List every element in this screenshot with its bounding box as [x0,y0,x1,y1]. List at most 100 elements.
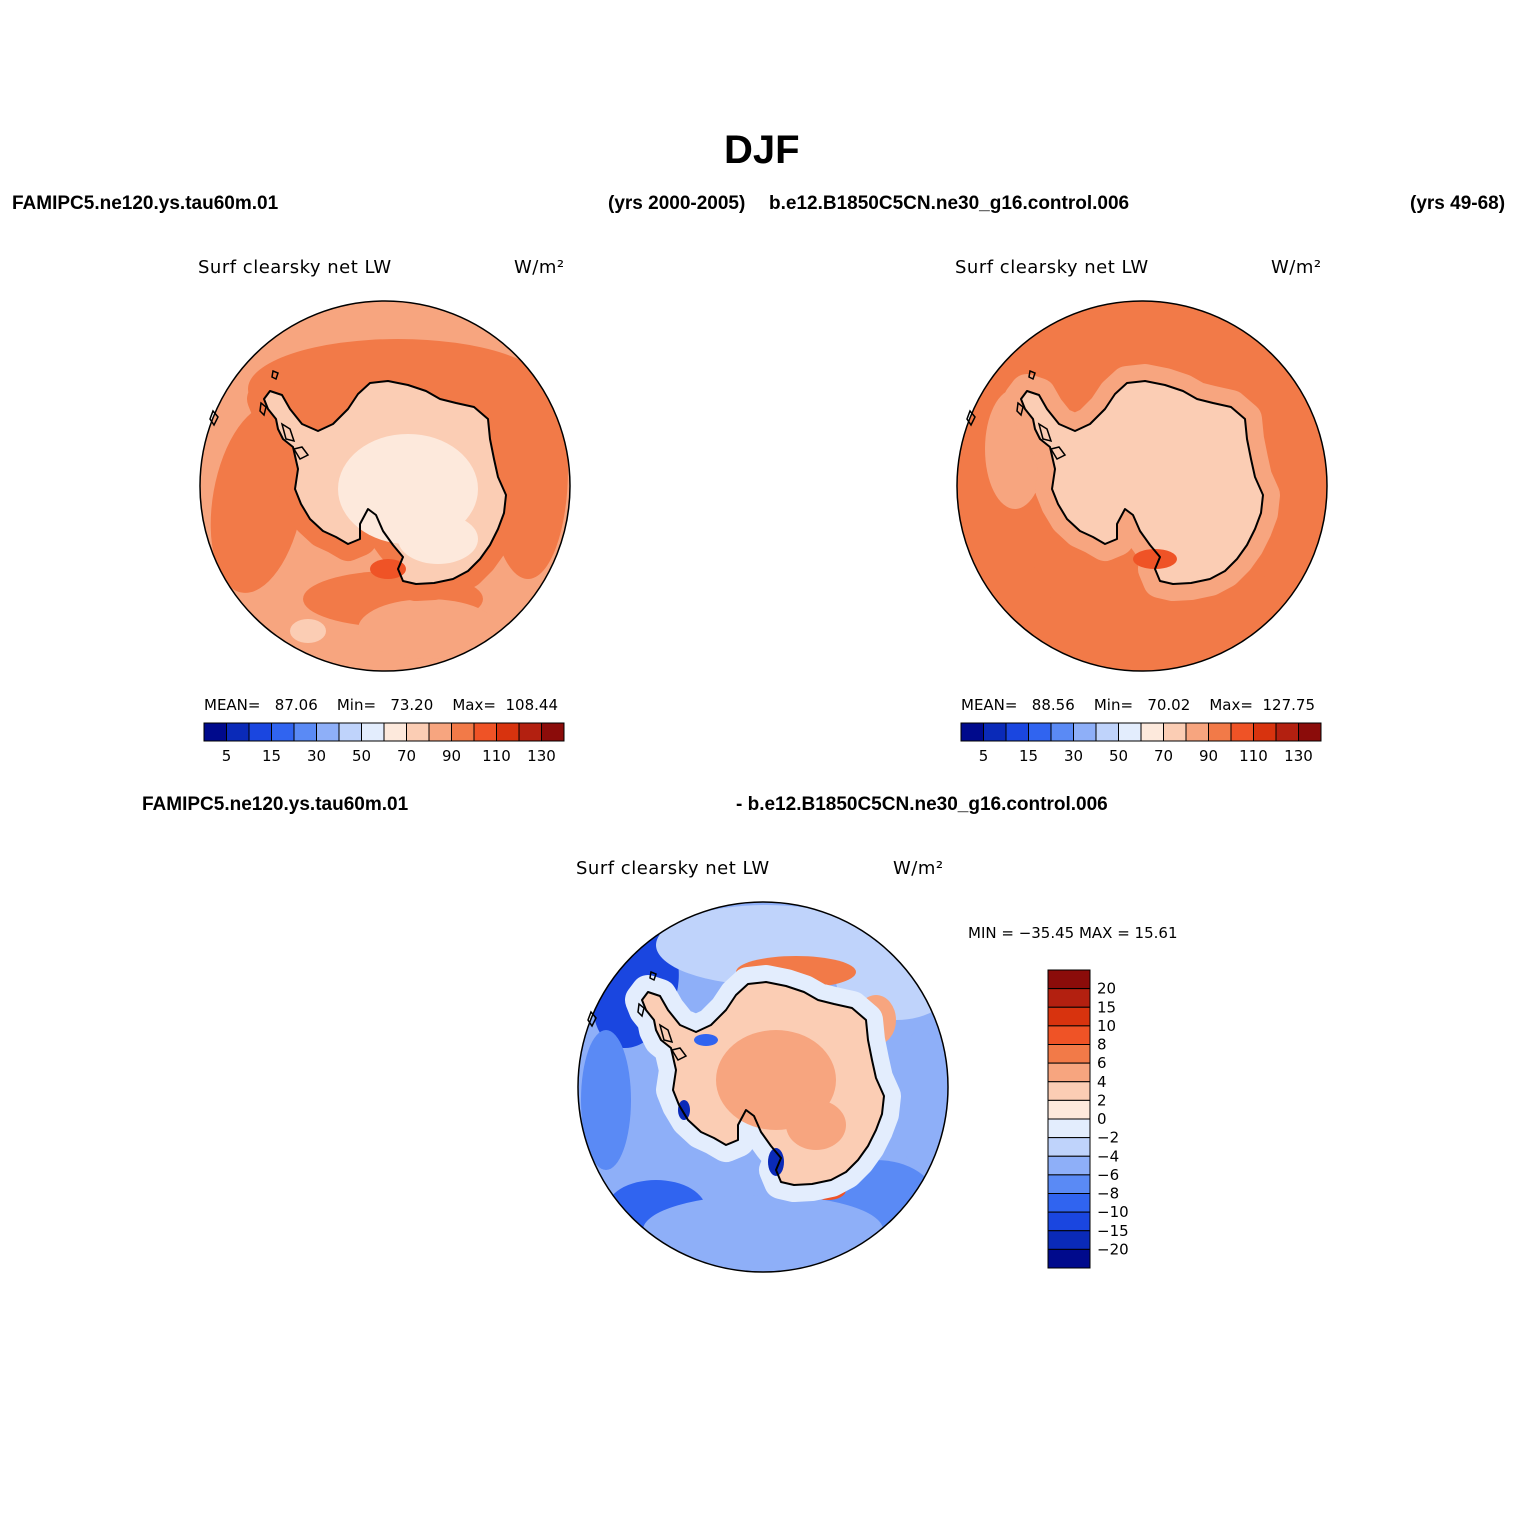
diff-colorbar-tick-label: 10 [1097,1017,1116,1035]
antarctica-land [1021,381,1263,584]
colorbar-box [1298,722,1322,742]
colorbar-tick-label: 30 [307,747,326,765]
colorbar-tick-label: 130 [527,747,556,765]
colorbar-box [518,722,542,742]
colorbar-box [496,722,520,742]
diff-colorbar-box [1047,1044,1091,1064]
colorbar-tick-label: 90 [442,747,461,765]
map1-field [200,301,570,671]
field-contour [358,599,498,659]
panel2-mean-label: MEAN= [961,696,1018,714]
colorbar-box [338,722,362,742]
colorbar-box [541,722,565,742]
diff-colorbar-tick-label: −8 [1097,1185,1119,1203]
panel3-title: Surf clearsky net LW [576,858,770,879]
coastline-island [587,1010,597,1028]
panel1-colorbar: 5 15 30 50 70 90 110 130 [203,722,565,765]
panel2-title: Surf clearsky net LW [955,257,1149,278]
colorbar-tick-label: 15 [1019,747,1038,765]
coastline [641,981,885,1186]
panel2-max: 127.75 [1262,696,1316,714]
diff-colorbar-tick-label: −15 [1097,1222,1129,1240]
colorbar-tick-label: 5 [979,747,989,765]
panel3-units: W/m² [893,858,944,879]
diff-colorbar-box [1047,1155,1091,1176]
diff-colorbar-box [1047,1211,1091,1232]
panel2-colorbar: 5 15 30 50 70 90 110 130 [960,722,1322,765]
panel2-min: 70.02 [1147,696,1191,714]
diff-colorbar-box [1047,1062,1091,1083]
diff-colorbar-box [1047,1230,1091,1250]
colorbar-tick-label: 30 [1064,747,1083,765]
colorbar-box [1163,722,1187,742]
colorbar-box [1095,722,1119,742]
colorbar-box [1253,722,1277,742]
colorbar-box [473,722,497,742]
land-contour [768,1148,784,1176]
coastline-island [259,401,267,417]
colorbar-box [1140,722,1164,742]
panel2-max-label: Max= [1209,696,1253,714]
land-contour [398,514,478,564]
panel2-mean: 88.56 [1031,696,1075,714]
diff-colorbar-box [1047,1025,1091,1045]
left-case-years: (yrs 2000-2005) [608,193,746,214]
field-contour [643,1195,883,1265]
colorbar-tick-label: 90 [1199,747,1218,765]
coastline-island [670,1047,688,1061]
colorbar-box [960,722,984,742]
colorbar-box [451,722,475,742]
colorbar-box [361,722,385,742]
diff-colorbar-box [1047,1248,1091,1269]
panel1-stats: MEAN= 87.06 Min= 73.20 Max= 108.44 [204,696,558,714]
coastline-island [271,369,279,381]
panel3-minmax: MIN = −35.45 MAX = 15.61 [968,924,1178,942]
panel3-map [577,901,949,1273]
coastline-island [649,970,657,982]
coastline-island [637,1002,645,1018]
diff-colorbar-box [1047,988,1091,1008]
map-border [199,300,571,672]
page-title: DJF [724,128,800,172]
colorbar-box [1230,722,1254,742]
colorbar-tick-label: 50 [1109,747,1128,765]
diff-colorbar-tick-label: 20 [1097,980,1116,998]
map-border [577,901,949,1273]
colorbar-box [226,722,250,742]
diff-colorbar-tick-label: 0 [1097,1110,1107,1128]
coastline-island [1028,369,1036,381]
diff-colorbar-box [1047,1099,1091,1120]
diff-colorbar-box [1047,1193,1091,1213]
coastline-island [292,446,310,460]
diff-colorbar-box [1047,1174,1091,1194]
land-contour [694,1034,718,1046]
coastline [1020,380,1264,585]
right-case-years: (yrs 49-68) [1410,193,1506,214]
colorbar-tick-label: 110 [482,747,511,765]
colorbar-box [293,722,317,742]
diff-colorbar-tick-label: −20 [1097,1240,1129,1258]
colorbar-tick-label: 5 [222,747,232,765]
diff-colorbar-box [1047,1118,1091,1139]
land-contour [370,559,406,579]
colorbar-tick-label: 130 [1284,747,1313,765]
diff-colorbar-box [1047,1081,1091,1101]
diff-left-case: FAMIPC5.ne120.ys.tau60m.01 [142,794,409,815]
panel1-min: 73.20 [390,696,434,714]
panel1-mean: 87.06 [274,696,318,714]
panel1-mean-label: MEAN= [204,696,261,714]
colorbar-box [1118,722,1142,742]
panel1-max-label: Max= [452,696,496,714]
map-border [956,300,1328,672]
field-contour [896,1030,946,1170]
panel2-map [956,300,1328,672]
field-contour [290,619,326,643]
diff-colorbar-tick-label: 4 [1097,1073,1107,1091]
coastline-island [1049,446,1067,460]
colorbar-box [1073,722,1097,742]
panel1-units: W/m² [514,257,565,278]
coastline-island [1016,401,1024,417]
colorbar-box [248,722,272,742]
colorbar-box [1208,722,1232,742]
coastline [263,380,507,585]
